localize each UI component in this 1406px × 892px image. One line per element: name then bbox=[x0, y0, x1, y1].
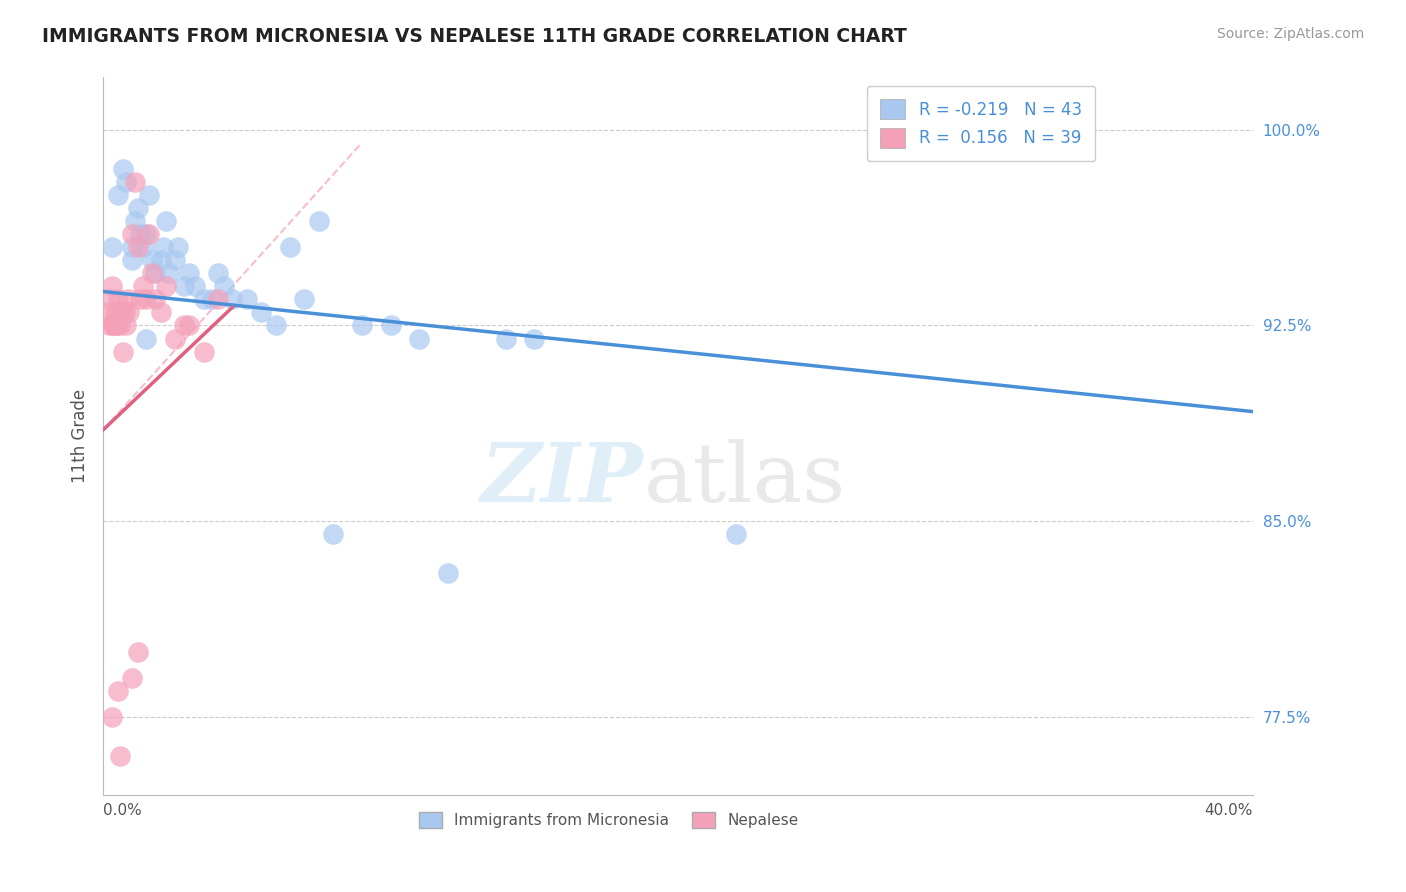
Point bbox=[408, 332, 430, 346]
Point bbox=[121, 227, 143, 241]
Point bbox=[437, 566, 460, 581]
Point bbox=[127, 645, 149, 659]
Point bbox=[110, 318, 132, 333]
Point bbox=[143, 293, 166, 307]
Point bbox=[495, 332, 517, 346]
Point bbox=[278, 240, 301, 254]
Point bbox=[135, 293, 157, 307]
Point bbox=[250, 305, 273, 319]
Point bbox=[115, 175, 138, 189]
Point bbox=[193, 344, 215, 359]
Point bbox=[112, 344, 135, 359]
Point bbox=[179, 318, 201, 333]
Point bbox=[322, 527, 344, 541]
Point bbox=[97, 318, 120, 333]
Point bbox=[207, 266, 229, 280]
Point bbox=[173, 318, 195, 333]
Point bbox=[201, 293, 224, 307]
Legend: Immigrants from Micronesia, Nepalese: Immigrants from Micronesia, Nepalese bbox=[413, 806, 804, 834]
Point bbox=[308, 214, 330, 228]
Point bbox=[107, 188, 129, 202]
Point bbox=[350, 318, 373, 333]
Point bbox=[105, 318, 128, 333]
Point bbox=[129, 227, 152, 241]
Point bbox=[163, 332, 186, 346]
Point bbox=[121, 253, 143, 268]
Point bbox=[121, 671, 143, 685]
Point bbox=[100, 710, 122, 724]
Point bbox=[108, 305, 131, 319]
Point bbox=[105, 318, 128, 333]
Point bbox=[173, 279, 195, 293]
Point bbox=[110, 749, 132, 764]
Point bbox=[132, 240, 155, 254]
Point bbox=[118, 305, 141, 319]
Point bbox=[100, 279, 122, 293]
Point bbox=[143, 266, 166, 280]
Point bbox=[155, 279, 177, 293]
Point bbox=[117, 293, 139, 307]
Point bbox=[135, 227, 157, 241]
Point bbox=[103, 318, 125, 333]
Point bbox=[149, 253, 172, 268]
Text: ZIP: ZIP bbox=[481, 440, 644, 519]
Point bbox=[141, 266, 163, 280]
Point bbox=[155, 214, 177, 228]
Point bbox=[104, 305, 127, 319]
Text: atlas: atlas bbox=[644, 440, 845, 519]
Text: IMMIGRANTS FROM MICRONESIA VS NEPALESE 11TH GRADE CORRELATION CHART: IMMIGRANTS FROM MICRONESIA VS NEPALESE 1… bbox=[42, 27, 907, 45]
Point bbox=[179, 266, 201, 280]
Point bbox=[127, 201, 149, 215]
Point bbox=[132, 279, 155, 293]
Point bbox=[380, 318, 402, 333]
Point bbox=[96, 305, 118, 319]
Point bbox=[115, 318, 138, 333]
Point bbox=[207, 293, 229, 307]
Point bbox=[100, 240, 122, 254]
Point bbox=[127, 240, 149, 254]
Point bbox=[264, 318, 287, 333]
Point bbox=[152, 240, 174, 254]
Point bbox=[121, 240, 143, 254]
Point bbox=[107, 293, 129, 307]
Point bbox=[103, 318, 125, 333]
Point bbox=[129, 293, 152, 307]
Point bbox=[111, 305, 134, 319]
Point bbox=[138, 188, 160, 202]
Text: 40.0%: 40.0% bbox=[1205, 803, 1253, 818]
Point bbox=[141, 253, 163, 268]
Point bbox=[107, 684, 129, 698]
Point bbox=[98, 293, 121, 307]
Point bbox=[135, 332, 157, 346]
Text: 0.0%: 0.0% bbox=[103, 803, 142, 818]
Point bbox=[292, 293, 315, 307]
Point bbox=[212, 279, 235, 293]
Point bbox=[724, 527, 747, 541]
Point bbox=[149, 305, 172, 319]
Point bbox=[163, 253, 186, 268]
Point bbox=[124, 175, 146, 189]
Point bbox=[221, 293, 243, 307]
Y-axis label: 11th Grade: 11th Grade bbox=[72, 389, 89, 483]
Point bbox=[124, 214, 146, 228]
Point bbox=[112, 161, 135, 176]
Text: Source: ZipAtlas.com: Source: ZipAtlas.com bbox=[1216, 27, 1364, 41]
Point bbox=[114, 305, 136, 319]
Point bbox=[523, 332, 546, 346]
Point bbox=[167, 240, 190, 254]
Point bbox=[184, 279, 207, 293]
Point bbox=[138, 227, 160, 241]
Point bbox=[193, 293, 215, 307]
Point bbox=[236, 293, 259, 307]
Point bbox=[157, 266, 180, 280]
